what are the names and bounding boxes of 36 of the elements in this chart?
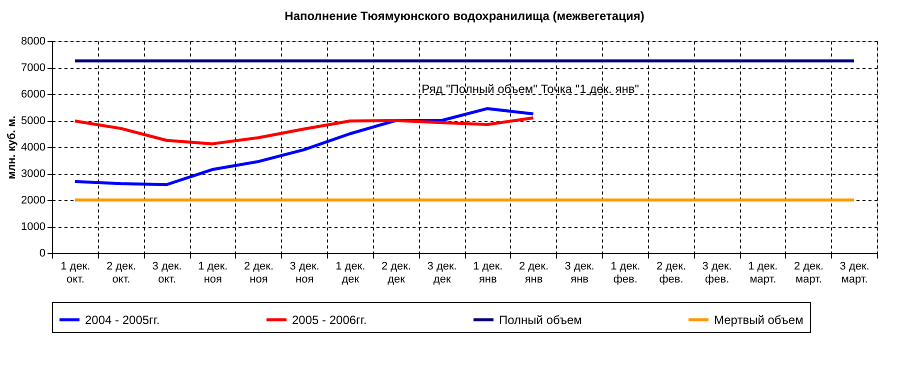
legend-label: Полный объем (499, 312, 582, 327)
x-tick-label: 3 дек. март. (840, 260, 870, 286)
y-tick-label: 5000 (21, 115, 46, 127)
line-series (73, 116, 535, 146)
x-tick-label: 1 дек. янв (473, 260, 503, 286)
y-tick-label: 7000 (21, 62, 46, 74)
y-axis-title: млн. куб. м. (6, 116, 18, 180)
y-tick-label: 2000 (21, 194, 46, 206)
y-tick-label: 3000 (21, 168, 46, 180)
x-tick-label: 2 дек. ноя (244, 260, 274, 286)
x-tick-label: 1 дек. окт. (60, 260, 90, 286)
legend-label: Мертвый объем (714, 312, 804, 327)
y-tick-label: 8000 (21, 36, 46, 48)
y-tick-label: 4000 (21, 142, 46, 154)
y-tick-label: 6000 (21, 88, 46, 100)
line-series (73, 107, 535, 186)
x-tick-label: 2 дек. март. (794, 260, 824, 286)
x-tick-label: 2 дек. окт. (106, 260, 136, 286)
y-tick-label: 0 (39, 248, 46, 260)
x-tick-label: 3 дек. янв (564, 260, 594, 286)
x-tick-label: 1 дек. ноя (198, 260, 228, 286)
y-tick-label: 1000 (21, 221, 46, 233)
x-tick-label: 1 дек. фев. (610, 260, 640, 286)
chart-title: Наполнение Тюямуюнского водохранилища (межвегетация) (284, 9, 644, 23)
annotation: Ряд "Полный объем" Точка "1 дек. янв" (422, 82, 639, 96)
x-tick-label: 3 дек. окт. (152, 260, 182, 286)
x-tick-label: 1 дек. дек (336, 260, 366, 286)
x-tick-label: 3 дек. ноя (290, 260, 320, 286)
legend-label: 2005 - 2006гг. (292, 312, 367, 327)
x-tick-label: 2 дек. дек (381, 260, 412, 286)
x-tick-label: 2 дек. фев. (656, 260, 686, 286)
x-tick-label: 2 дек. янв (518, 260, 549, 286)
x-tick-label: 1 дек. март. (748, 260, 778, 286)
legend-label: 2004 - 2005гг. (85, 312, 160, 327)
x-tick-label: 3 дек. дек (427, 260, 457, 286)
x-tick-label: 3 дек. фев. (702, 260, 732, 286)
